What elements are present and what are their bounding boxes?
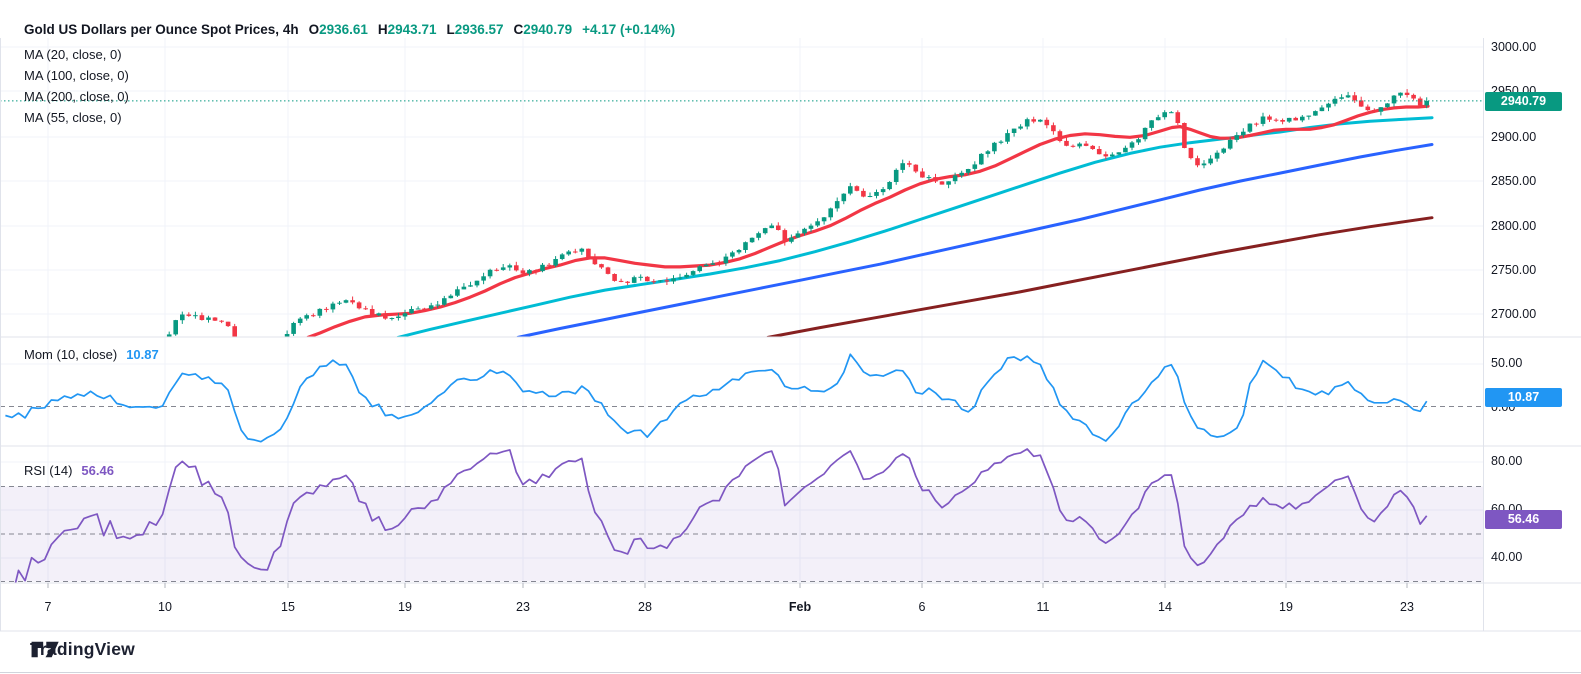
rsi-axis-label: 80.00 (1491, 454, 1523, 468)
rsi-value-badge: 56.46 (1485, 509, 1562, 529)
ohlc-values: O2936.61 H2943.71 L2936.57 C2940.79 (309, 22, 573, 37)
last-price-badge: 2940.79 (1485, 91, 1562, 111)
price-axis[interactable] (1484, 38, 1581, 631)
chart-header[interactable]: Gold US Dollars per Ounce Spot Prices, 4… (24, 22, 675, 37)
mom-axis-label: 50.00 (1491, 356, 1523, 370)
time-axis-label: Feb (788, 600, 812, 614)
ma-legend: MA (20, close, 0) MA (100, close, 0) MA … (24, 44, 129, 128)
price-axis-label: 2700.00 (1491, 307, 1537, 321)
time-axis-label: 19 (398, 600, 412, 614)
price-axis-label: 3000.00 (1491, 40, 1537, 54)
price-axis-label: 2750.00 (1491, 263, 1537, 277)
mom-value: 10.87 (126, 347, 159, 362)
tradingview-logo[interactable]: TradingView (30, 639, 135, 660)
ohlc-h: H2943.71 (377, 22, 437, 37)
mom-value-badge: 10.87 (1485, 387, 1562, 407)
ohlc-c: C2940.79 (513, 22, 573, 37)
mom-legend[interactable]: Mom (10, close) 10.87 (24, 347, 159, 362)
rsi-label: RSI (14) (24, 463, 73, 478)
time-axis-label: 28 (638, 600, 652, 614)
time-axis-label: 19 (1279, 600, 1293, 614)
legend-item-ma200[interactable]: MA (200, close, 0) (24, 89, 129, 104)
ohlc-l: L2936.57 (446, 22, 504, 37)
rsi-axis-label: 40.00 (1491, 550, 1523, 564)
legend-item-ma20[interactable]: MA (20, close, 0) (24, 47, 122, 62)
time-axis-label: 23 (516, 600, 530, 614)
legend-item-ma100[interactable]: MA (100, close, 0) (24, 68, 129, 83)
mom-label: Mom (10, close) (24, 347, 118, 362)
ohlc-o: O2936.61 (308, 22, 368, 37)
time-axis-label: 6 (918, 600, 926, 614)
legend-item-ma55[interactable]: MA (55, close, 0) (24, 110, 122, 125)
rsi-value: 56.46 (81, 463, 114, 478)
time-axis-label: 11 (1036, 600, 1050, 614)
price-change: +4.17 (+0.14%) (582, 22, 676, 37)
rsi-legend[interactable]: RSI (14) 56.46 (24, 463, 114, 478)
price-axis-label: 2900.00 (1491, 130, 1537, 144)
time-axis-label: 14 (1158, 600, 1172, 614)
price-axis-label: 2850.00 (1491, 174, 1537, 188)
time-axis-label: 10 (158, 600, 172, 614)
time-axis[interactable] (0, 583, 1483, 631)
price-axis-label: 2800.00 (1491, 219, 1537, 233)
time-axis-label: 7 (44, 600, 52, 614)
symbol-title: Gold US Dollars per Ounce Spot Prices, 4… (24, 22, 299, 37)
time-axis-label: 15 (281, 600, 295, 614)
tradingview-mark-icon (31, 641, 59, 658)
time-axis-label: 23 (1400, 600, 1414, 614)
